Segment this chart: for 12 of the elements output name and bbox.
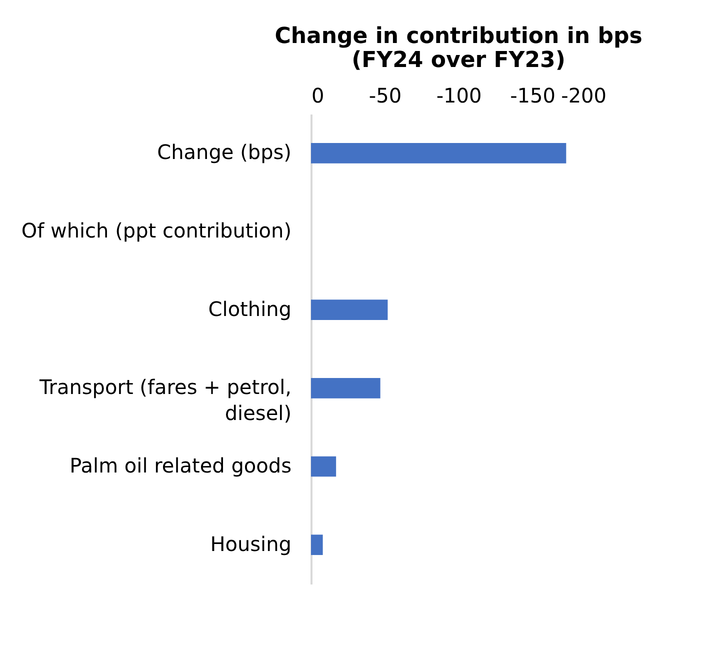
x-tick-label: -100 [436,84,482,108]
y-tick-label: Clothing [208,296,292,321]
x-tick-label: -50 [368,84,402,108]
x-tick-label: 0 [312,84,324,108]
y-tick-label: Housing [210,532,292,556]
x-tick-label: -200 [561,84,606,108]
y-tick-label: Transport (fares + petrol, diesel) [38,375,292,426]
x-tick-label: -150 [510,84,556,108]
y-tick-label: Change (bps) [157,140,292,164]
y-tick-label: Of which (ppt contribution) [21,218,292,242]
y-tick-label: Palm oil related goods [70,454,292,478]
chart-title: Change in contribution in bps (FY24 over FY23) [274,24,642,73]
